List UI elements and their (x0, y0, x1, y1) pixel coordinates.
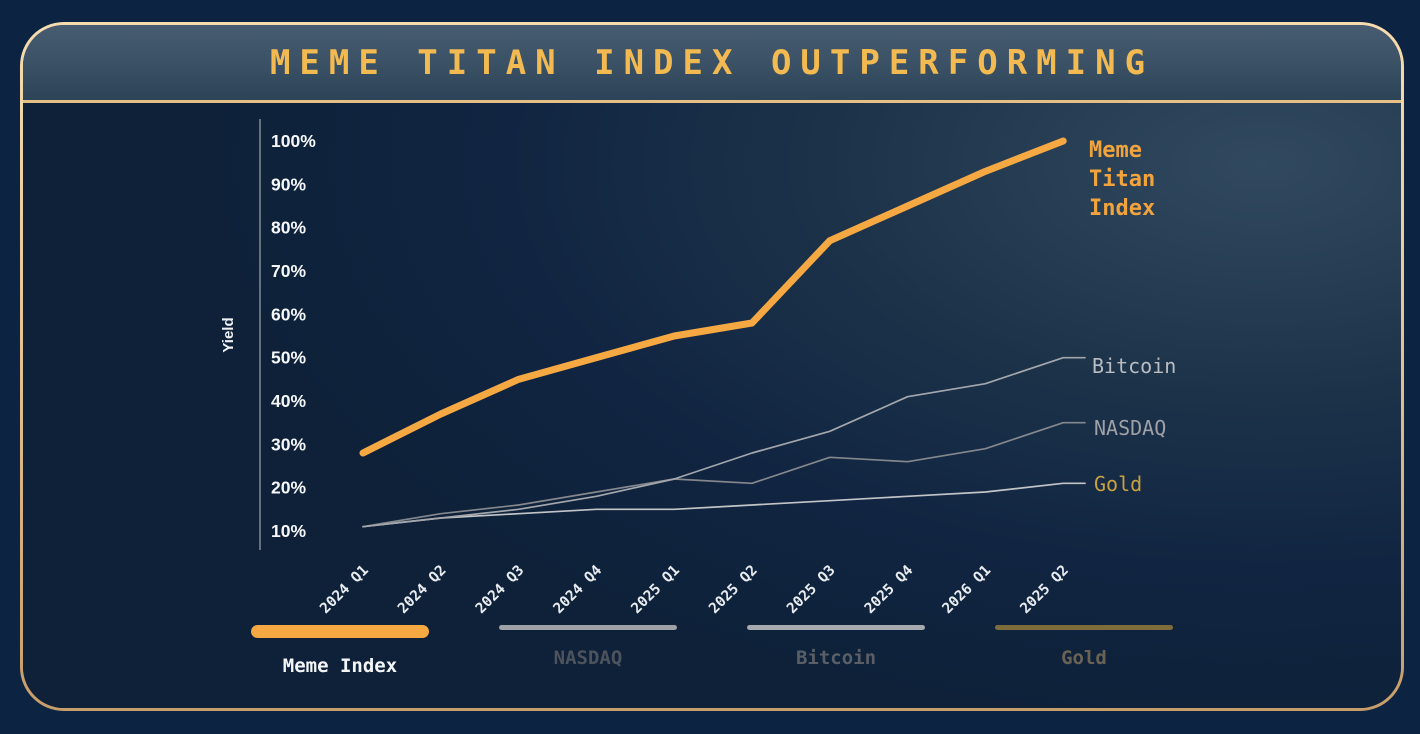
legend-item-meme-index[interactable]: Meme Index (251, 625, 429, 677)
y-axis-title: Yield (220, 317, 237, 352)
y-tick-label: 70% (271, 261, 306, 281)
y-tick-label: 10% (271, 521, 306, 541)
page-title: MEME TITAN INDEX OUTPERFORMING (269, 42, 1155, 83)
panel-header: MEME TITAN INDEX OUTPERFORMING (23, 25, 1401, 103)
series-line-gold (362, 482, 1086, 528)
legend-item-gold[interactable]: Gold (995, 625, 1173, 677)
legend-swatch (499, 625, 677, 630)
series-end-label-bitcoin: Bitcoin (1092, 354, 1177, 378)
chart-area: 100% 90% 80% 70% 60% 50% 40% 30% 20% 10% Yield 2024… (23, 103, 1401, 708)
series-end-label-nasdaq: NASDAQ (1094, 416, 1167, 440)
y-tick-label: 60% (271, 304, 306, 324)
legend-label: Meme Index (282, 655, 398, 677)
y-tick-label: 40% (271, 391, 306, 411)
x-tick-label: 2026 Q1 (940, 562, 995, 617)
x-tick-label: 2024 Q1 (317, 562, 372, 617)
y-tick-label: 90% (271, 174, 306, 194)
x-tick-label: 2024 Q4 (551, 562, 606, 617)
legend-label: NASDAQ (553, 647, 623, 669)
y-tick-label: 30% (271, 434, 306, 454)
legend-label: Bitcoin (795, 647, 877, 669)
x-tick-label: 2025 Q1 (629, 562, 684, 617)
legend-item-bitcoin[interactable]: Bitcoin (747, 625, 925, 677)
chart-legend: Meme Index NASDAQ Bitcoin Gold (251, 625, 1173, 677)
series-end-label-gold: Gold (1094, 472, 1143, 496)
series-line-meme-titan-index (359, 137, 1067, 457)
legend-swatch (251, 625, 429, 638)
series-end-label-meme-titan-index: Meme Titan Index (1089, 138, 1156, 221)
series-line-nasdaq (362, 421, 1086, 528)
legend-item-nasdaq[interactable]: NASDAQ (499, 625, 677, 677)
legend-swatch (747, 625, 925, 630)
x-tick-label: 2025 Q3 (784, 563, 839, 618)
panel: MEME TITAN INDEX OUTPERFORMING 100% 90% 80… (23, 25, 1401, 708)
y-tick-label: 100% (271, 131, 316, 151)
y-tick-label: 20% (271, 478, 306, 498)
x-tick-label: 2024 Q2 (395, 563, 450, 618)
y-tick-label: 80% (271, 218, 306, 238)
x-tick-label: 2025 Q2 (706, 563, 761, 618)
line-chart: 100% 90% 80% 70% 60% 50% 40% 30% 20% 10% Yield 2024… (220, 119, 1086, 618)
legend-label: Gold (1061, 647, 1107, 669)
series-line-bitcoin (362, 356, 1086, 528)
x-tick-label: 2025 Q2 (1018, 563, 1073, 618)
panel-frame: MEME TITAN INDEX OUTPERFORMING 100% 90% 80… (20, 22, 1404, 711)
legend-swatch (995, 625, 1173, 630)
x-tick-label: 2024 Q3 (473, 563, 528, 618)
x-tick-label: 2025 Q4 (862, 562, 917, 617)
y-tick-label: 50% (271, 348, 306, 368)
